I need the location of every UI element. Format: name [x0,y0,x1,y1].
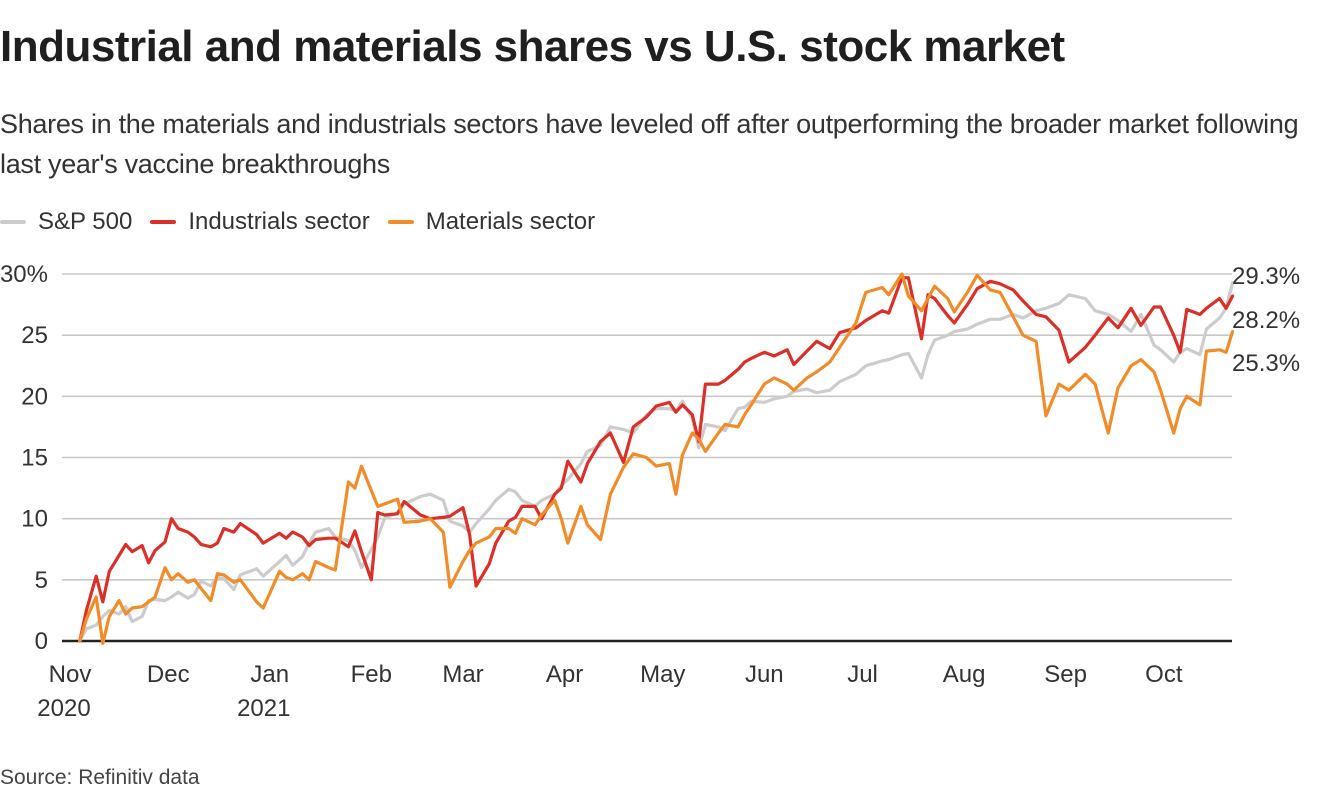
x-tick-year-label: 2021 [237,695,290,722]
x-axis-ticks: Nov 2020 Dec Jan 2021 Feb Mar Apr May Jun Jul Aug Se… [37,661,1183,722]
x-tick-label: Sep [1044,661,1087,688]
x-tick-label: Nov [49,661,92,688]
legend: S&P 500 Industrials sector Materials sec… [0,205,613,239]
series-lines [78,272,1235,645]
y-tick-label: 20 [21,383,48,410]
x-tick-label: Jun [745,661,784,688]
legend-item-materials: Materials sector [387,208,596,236]
y-tick-label: 30% [0,261,48,288]
end-labels: 29.3% 28.2% 25.3% [1232,263,1300,377]
x-tick-label: Dec [147,661,190,688]
x-tick-label: Mar [442,661,483,688]
y-tick-label: 15 [21,445,48,472]
end-label-sp500: 29.3% [1232,263,1300,290]
chart-subtitle: Shares in the materials and industrials … [0,109,1299,179]
legend-swatch-sp500 [0,220,26,224]
legend-item-sp500: S&P 500 [0,208,132,236]
legend-label-sp500: S&P 500 [38,208,133,235]
legend-label-industrials: Industrials sector [188,208,370,235]
legend-swatch-industrials [150,220,177,224]
legend-swatch-materials [387,220,414,224]
legend-label-materials: Materials sector [425,208,596,235]
series-line-industrials [78,276,1235,643]
end-label-industrials: 28.2% [1232,307,1300,334]
y-tick-label: 10 [21,506,48,533]
y-tick-label: 5 [35,567,48,594]
y-tick-label: 0 [35,628,48,655]
series-line-materials [78,272,1235,645]
x-tick-label: May [640,661,685,688]
series-line-sp500 [78,281,1235,643]
chart-title: Industrial and materials shares vs U.S. … [0,22,1065,71]
x-tick-label: Feb [351,661,392,688]
x-tick-label: Apr [546,661,583,688]
x-tick-year-label: 2020 [37,695,90,722]
y-axis-ticks: 0 5 10 15 20 25 30% [0,261,48,655]
y-tick-label: 25 [21,322,48,349]
gridlines [62,273,1232,643]
legend-item-industrials: Industrials sector [150,208,370,236]
x-tick-label: Aug [943,661,986,688]
x-tick-label: Oct [1145,661,1183,688]
x-tick-label: Jan [250,661,289,688]
end-label-materials: 25.3% [1232,350,1300,377]
source-note: Source: Refinitiv data [0,766,200,789]
x-tick-label: Jul [847,661,878,688]
